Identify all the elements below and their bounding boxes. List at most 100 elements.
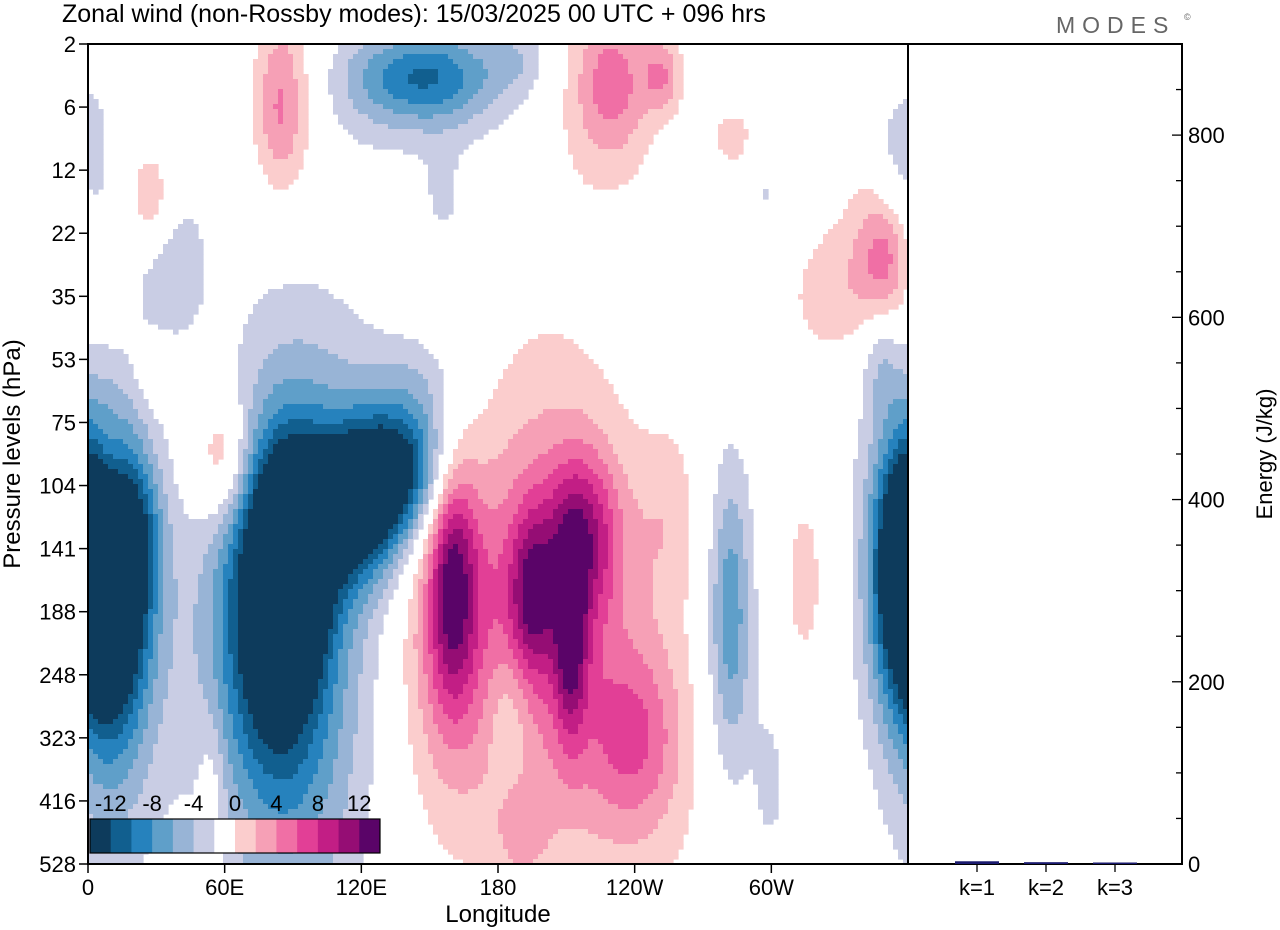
field-cell xyxy=(888,444,899,450)
field-cell xyxy=(163,584,179,590)
field-cell xyxy=(603,639,634,645)
field-cell xyxy=(133,699,144,705)
field-cell xyxy=(433,609,439,615)
field-cell xyxy=(708,659,719,665)
field-cell xyxy=(853,549,859,555)
field-cell xyxy=(233,654,239,660)
field-cell xyxy=(523,569,589,575)
field-cell xyxy=(328,794,349,800)
field-cell xyxy=(88,124,104,130)
field-cell xyxy=(133,704,144,710)
field-cell xyxy=(438,79,464,85)
field-cell xyxy=(158,544,164,550)
field-cell xyxy=(868,494,879,500)
field-cell xyxy=(728,549,734,555)
field-cell xyxy=(413,429,424,435)
field-cell xyxy=(368,594,384,600)
field-cell xyxy=(748,574,754,580)
field-cell xyxy=(398,549,404,555)
field-cell xyxy=(648,84,664,90)
field-cell xyxy=(128,699,134,705)
field-cell xyxy=(583,179,629,185)
field-cell xyxy=(613,764,644,770)
field-cell xyxy=(853,639,864,645)
field-cell xyxy=(898,239,908,245)
field-cell xyxy=(173,564,204,570)
energy-bars xyxy=(955,861,1137,864)
field-cell xyxy=(863,639,869,645)
field-cell xyxy=(893,464,908,470)
field-cell xyxy=(863,399,874,405)
field-cell xyxy=(238,374,259,380)
field-cell xyxy=(128,814,164,820)
field-cell xyxy=(138,689,144,695)
field-cell xyxy=(218,694,229,700)
field-cell xyxy=(333,109,359,115)
field-cell xyxy=(458,44,514,50)
field-cell xyxy=(648,739,669,745)
field-cell xyxy=(653,669,674,675)
field-cell xyxy=(848,204,889,210)
field-cell xyxy=(418,664,424,670)
field-cell xyxy=(88,639,144,645)
field-cell xyxy=(283,114,299,120)
field-cell xyxy=(178,224,199,230)
field-cell xyxy=(608,799,644,805)
field-cell xyxy=(143,284,204,290)
field-cell xyxy=(428,494,434,500)
field-cell xyxy=(228,634,239,640)
field-cell xyxy=(723,599,739,605)
field-cell xyxy=(243,859,334,864)
field-cell xyxy=(358,724,374,730)
field-cell xyxy=(618,114,644,120)
field-cell xyxy=(878,789,899,795)
field-cell xyxy=(418,504,424,510)
field-cell xyxy=(153,569,159,575)
field-cell xyxy=(453,474,519,480)
field-cell xyxy=(258,49,274,55)
field-cell xyxy=(88,664,139,670)
field-cell xyxy=(858,234,899,240)
field-cell xyxy=(428,454,434,460)
field-cell xyxy=(258,154,274,160)
field-cell xyxy=(373,549,384,555)
field-cell xyxy=(563,119,584,125)
field-cell xyxy=(478,554,489,560)
field-cell xyxy=(738,504,749,510)
field-cell xyxy=(213,629,224,635)
field-cell xyxy=(613,589,624,595)
field-cell xyxy=(523,564,594,570)
field-cell xyxy=(333,59,349,65)
field-cell xyxy=(88,794,139,800)
field-cell xyxy=(638,119,669,125)
field-cell xyxy=(413,449,419,455)
field-cell xyxy=(238,499,244,505)
field-cell xyxy=(583,684,589,690)
field-cell xyxy=(548,674,559,680)
field-cell xyxy=(523,764,554,770)
field-cell xyxy=(343,634,354,640)
field-cell xyxy=(158,569,164,575)
field-cell xyxy=(513,594,524,600)
field-cell xyxy=(523,604,589,610)
field-cell xyxy=(383,424,409,430)
field-cell xyxy=(608,619,624,625)
y-tick-label: 6 xyxy=(64,95,76,120)
field-cell xyxy=(253,499,409,505)
field-cell xyxy=(423,504,429,510)
field-cell xyxy=(418,579,429,585)
field-cell xyxy=(138,749,154,755)
field-cell xyxy=(473,609,479,615)
field-cell xyxy=(353,134,484,140)
field-cell xyxy=(718,139,744,145)
field-cell xyxy=(528,514,554,520)
field-cell xyxy=(873,399,894,405)
field-cell xyxy=(868,259,894,265)
field-cell xyxy=(478,684,489,690)
field-cell xyxy=(268,454,414,460)
field-cell xyxy=(373,609,389,615)
field-cell xyxy=(563,694,584,700)
field-cell xyxy=(193,614,214,620)
field-cell xyxy=(163,624,174,630)
field-cell xyxy=(668,74,674,80)
